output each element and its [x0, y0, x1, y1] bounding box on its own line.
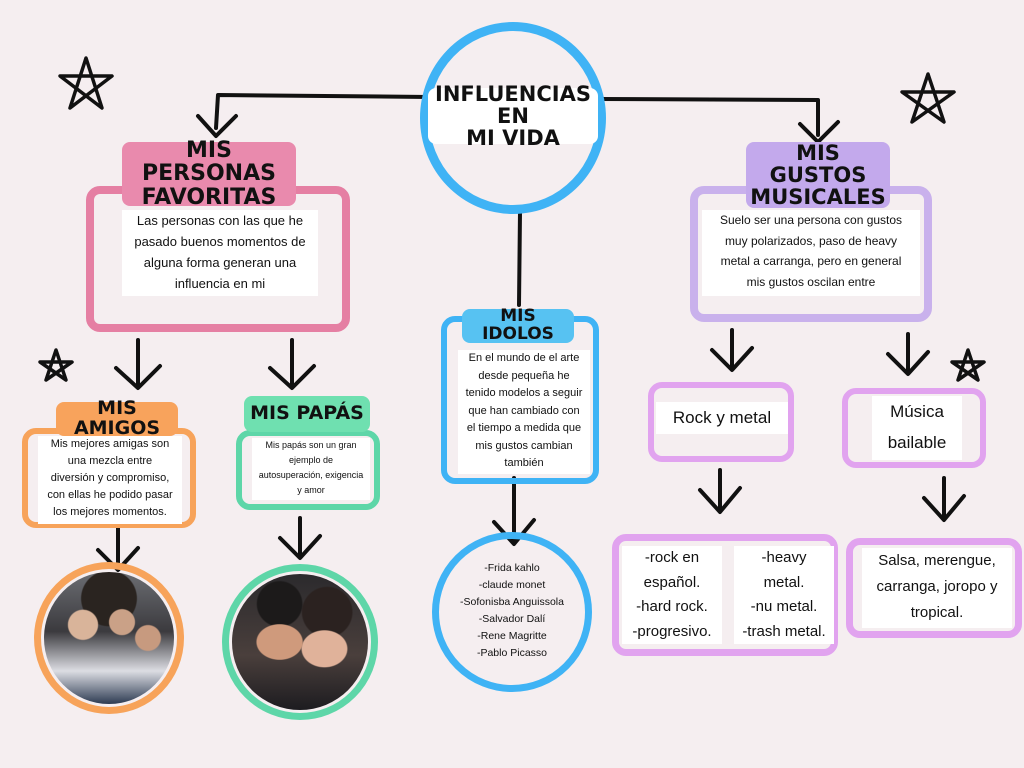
- photo-parents: [232, 574, 368, 710]
- papas-title: MIS PAPÁS: [244, 396, 370, 432]
- photo-friends-ring: [34, 562, 184, 714]
- rock-title: Rock y metal: [656, 402, 788, 434]
- bailable-text: Salsa, merengue, carranga, joropo y trop…: [862, 548, 1012, 628]
- bailable-list-frame: [846, 538, 1022, 638]
- gustos-title: MIS GUSTOS MUSICALES: [746, 142, 890, 208]
- idolos-list: -Frida kahlo -claude monet -Sofonisba An…: [460, 562, 564, 659]
- rock-list-right: -heavy metal. -nu metal. -trash metal.: [734, 546, 834, 644]
- photo-friends: [44, 572, 174, 704]
- star-icon: [38, 56, 986, 382]
- rock-frame: [648, 382, 794, 462]
- papas-text: Mis papás son un gran ejemplo de autosup…: [252, 438, 370, 500]
- idolos-title: MIS IDOLOS: [462, 307, 574, 343]
- amigos-title: MIS AMIGOS: [56, 398, 178, 438]
- personas-title: MIS PERSONAS FAVORITAS: [122, 139, 296, 209]
- center-circle: [420, 22, 606, 214]
- personas-text: Las personas con las que he pasado bueno…: [122, 210, 318, 296]
- amigos-text: Mis mejores amigas son una mezcla entre …: [38, 436, 182, 524]
- rock-list-frame: [612, 534, 838, 656]
- bailable-frame: [842, 388, 986, 468]
- rock-list-left: -rock en español. -hard rock. -progresiv…: [622, 546, 722, 644]
- gustos-text: Suelo ser una persona con gustos muy pol…: [702, 210, 920, 296]
- papas-frame: [236, 430, 380, 510]
- bailable-title: Música bailable: [872, 396, 962, 460]
- center-title: INFLUENCIAS EN MI VIDA: [428, 83, 598, 149]
- idolos-list-ring: [432, 532, 592, 692]
- photo-parents-ring: [222, 564, 378, 720]
- idolos-text: En el mundo de el arte desde pequeña he …: [458, 350, 590, 474]
